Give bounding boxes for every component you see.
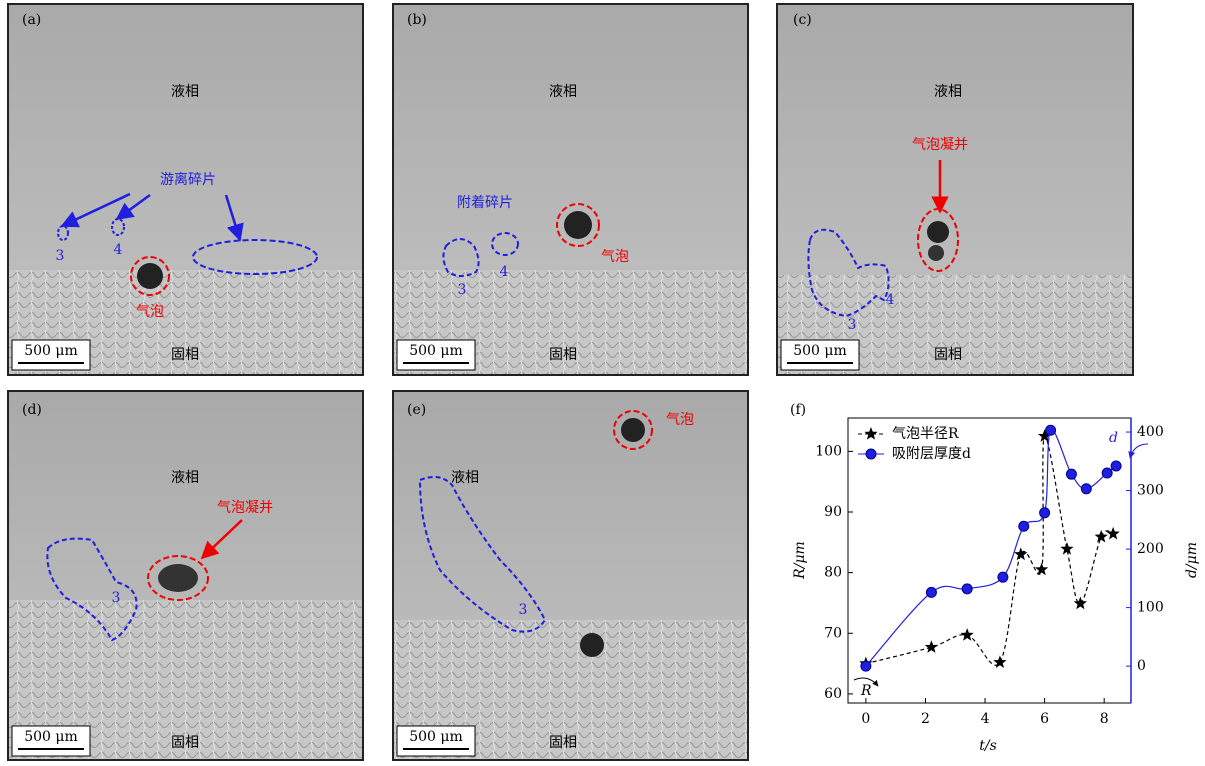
- annotation: 3: [56, 248, 65, 264]
- annotation: 4: [500, 264, 509, 280]
- annotation: R: [860, 683, 872, 699]
- annotation: 3: [519, 602, 528, 618]
- panel-a: (a) 液相 游离碎片 气泡 3 4 500 μm 固相: [8, 4, 363, 375]
- annotation-arrow: [1130, 444, 1148, 458]
- data-point: [993, 655, 1006, 668]
- annotation: 游离碎片: [160, 171, 216, 188]
- data-point: [1046, 425, 1056, 435]
- y-tick-label: 70: [824, 625, 842, 641]
- bubble: [927, 221, 949, 243]
- data-point: [1014, 547, 1027, 560]
- legend-marker: [864, 427, 877, 440]
- x-tick-label: 6: [1040, 711, 1049, 727]
- y2-tick-label: 400: [1137, 424, 1164, 440]
- series-line: [866, 436, 1113, 665]
- data-point: [1095, 530, 1108, 543]
- solid-label: 固相: [171, 347, 199, 363]
- data-point: [1060, 542, 1073, 555]
- liquid-label: 液相: [549, 84, 577, 100]
- x-tick-label: 0: [861, 711, 870, 727]
- series-line: [866, 430, 1116, 667]
- data-point: [861, 661, 871, 671]
- panel-label: (f): [790, 402, 806, 418]
- x-tick-label: 2: [921, 711, 930, 727]
- solid-label: 固相: [549, 347, 577, 363]
- y-axis-label: R/μm: [792, 541, 808, 580]
- annotation: 3: [112, 590, 121, 606]
- scale-label: 500 μm: [24, 729, 78, 745]
- panel-label: (b): [407, 12, 427, 28]
- solid-label: 固相: [934, 347, 962, 363]
- liquid-label: 液相: [171, 84, 199, 100]
- annotation: 3: [458, 282, 467, 298]
- scale-label: 500 μm: [409, 343, 463, 359]
- y-tick-label: 90: [824, 504, 842, 520]
- panel-label: (a): [22, 12, 41, 28]
- y2-tick-label: 300: [1137, 483, 1164, 499]
- panel-e: (e) 液相 气泡 3 500 μm 固相: [393, 391, 748, 760]
- bubble: [928, 245, 944, 261]
- annotation: 气泡凝并: [912, 137, 968, 153]
- bubble: [580, 633, 604, 657]
- x-axis-label: t/s: [979, 738, 997, 754]
- data-point: [1040, 508, 1050, 518]
- annotation: 4: [114, 242, 123, 258]
- data-point: [926, 587, 936, 597]
- liquid-label: 液相: [451, 470, 479, 486]
- x-tick-label: 8: [1100, 711, 1109, 727]
- y2-tick-label: 200: [1137, 541, 1164, 557]
- annotation: d: [1109, 430, 1118, 446]
- panel-label: (d): [22, 402, 42, 418]
- y2-tick-label: 0: [1137, 658, 1146, 674]
- figure: (a) 液相 游离碎片 气泡 3 4 500 μm 固相 (b) 液相 附着碎片…: [0, 0, 1205, 762]
- scale-label: 500 μm: [409, 729, 463, 745]
- data-point: [1081, 484, 1091, 494]
- data-point: [962, 584, 972, 594]
- panel-b: (b) 液相 附着碎片 气泡 3 4 500 μm 固相: [393, 4, 748, 375]
- scale-label: 500 μm: [24, 343, 78, 359]
- annotation: 附着碎片: [457, 195, 513, 211]
- data-point: [1074, 597, 1087, 610]
- legend-marker: [866, 449, 876, 459]
- bubble: [564, 211, 592, 239]
- annotation: 气泡: [666, 412, 694, 428]
- y2-tick-label: 100: [1137, 600, 1164, 616]
- scale-label: 500 μm: [793, 343, 847, 359]
- solid-label: 固相: [171, 735, 199, 751]
- bubble: [621, 418, 645, 442]
- panel-label: (c): [793, 12, 812, 28]
- liquid-label: 液相: [934, 84, 962, 100]
- data-point: [1019, 521, 1029, 531]
- y2-axis-label: d/μm: [1184, 542, 1200, 578]
- annotation: 气泡: [601, 249, 629, 265]
- legend-label: 气泡半径R: [892, 426, 959, 442]
- data-point: [1111, 461, 1121, 471]
- legend-label: 吸附层厚度d: [892, 446, 971, 462]
- annotation: 气泡凝并: [217, 500, 273, 516]
- y-tick-label: 100: [815, 443, 842, 459]
- data-point: [1102, 468, 1112, 478]
- data-point: [925, 640, 938, 653]
- data-point: [998, 572, 1008, 582]
- liquid-label: 液相: [171, 470, 199, 486]
- plot-frame: [848, 418, 1131, 703]
- panel-c: (c) 液相 气泡凝并 3 4 500 μm 固相: [777, 4, 1133, 375]
- data-point: [961, 628, 974, 641]
- data-point: [1066, 469, 1076, 479]
- y-tick-label: 80: [824, 565, 842, 581]
- x-tick-label: 4: [981, 711, 990, 727]
- annotation: 气泡: [136, 304, 164, 320]
- data-point: [1106, 527, 1119, 540]
- panel-d: (d) 液相 气泡凝并 3 500 μm 固相: [8, 391, 363, 760]
- bubble: [158, 564, 198, 592]
- panel-label: (e): [407, 402, 426, 418]
- annotation: 3: [848, 317, 857, 333]
- y-tick-label: 60: [824, 686, 842, 702]
- bubble: [137, 263, 163, 289]
- solid-label: 固相: [549, 735, 577, 751]
